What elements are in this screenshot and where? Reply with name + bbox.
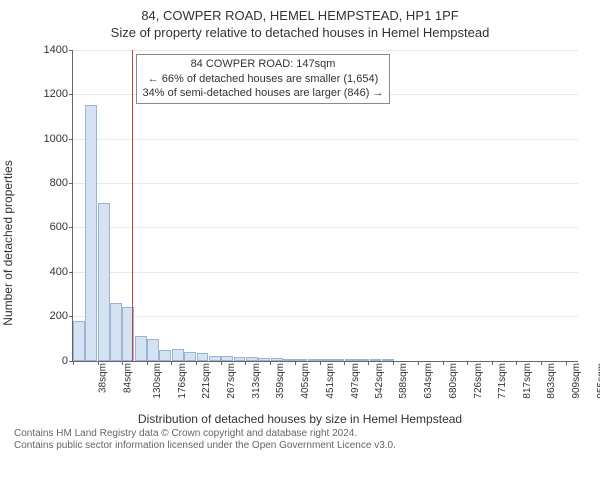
- x-tick-label: 313sqm: [251, 363, 262, 399]
- x-tick-label: 909sqm: [571, 363, 582, 399]
- histogram-bar: [382, 359, 394, 361]
- histogram-bar: [85, 105, 97, 360]
- histogram-bar: [234, 357, 246, 361]
- x-tick-label: 634sqm: [423, 363, 434, 399]
- x-tick-label: 588sqm: [399, 363, 410, 399]
- x-tick-mark: [221, 361, 222, 365]
- x-tick-mark: [418, 361, 419, 365]
- histogram-bar: [332, 359, 344, 361]
- x-tick-label: 955sqm: [596, 363, 600, 399]
- histogram-bar: [308, 359, 320, 361]
- x-tick-mark: [147, 361, 148, 365]
- x-tick-mark: [541, 361, 542, 365]
- x-tick-mark: [320, 361, 321, 365]
- histogram-bar: [197, 353, 209, 361]
- x-axis-label: Distribution of detached houses by size …: [138, 412, 462, 426]
- y-tick-label: 800: [50, 177, 73, 189]
- gridline: [73, 272, 578, 273]
- x-tick-mark: [122, 361, 123, 365]
- x-tick-mark: [368, 361, 369, 365]
- x-tick-label: 680sqm: [448, 363, 459, 399]
- histogram-bar: [271, 358, 283, 361]
- histogram-bar: [110, 303, 122, 361]
- x-tick-label: 726sqm: [473, 363, 484, 399]
- marker-line: [132, 50, 133, 361]
- x-tick-mark: [98, 361, 99, 365]
- histogram-bar: [357, 359, 369, 361]
- gridline: [73, 139, 578, 140]
- histogram-bar: [283, 359, 295, 361]
- x-tick-label: 38sqm: [98, 363, 109, 393]
- annotation-line1: 84 COWPER ROAD: 147sqm: [143, 57, 384, 72]
- x-tick-mark: [516, 361, 517, 365]
- histogram-bar: [184, 352, 196, 361]
- y-tick-label: 1000: [44, 133, 73, 145]
- footer-line2: Contains public sector information licen…: [14, 440, 586, 453]
- histogram-bar: [172, 349, 184, 361]
- x-tick-label: 497sqm: [350, 363, 361, 399]
- x-tick-mark: [443, 361, 444, 365]
- x-tick-label: 176sqm: [177, 363, 188, 399]
- histogram-bar: [246, 357, 258, 360]
- x-tick-label: 221sqm: [201, 363, 212, 399]
- gridline: [73, 183, 578, 184]
- footer: Contains HM Land Registry data © Crown c…: [14, 428, 586, 453]
- chart-title-line2: Size of property relative to detached ho…: [14, 25, 586, 42]
- annotation-line2: ← 66% of detached houses are smaller (1,…: [143, 72, 384, 87]
- x-tick-label: 817sqm: [522, 363, 533, 399]
- histogram-bar: [370, 359, 382, 361]
- x-tick-label: 451sqm: [325, 363, 336, 399]
- x-tick-label: 405sqm: [300, 363, 311, 399]
- gridline: [73, 316, 578, 317]
- chart-area: Number of detached properties 0200400600…: [14, 46, 586, 426]
- x-tick-mark: [467, 361, 468, 365]
- x-tick-mark: [492, 361, 493, 365]
- x-tick-mark: [171, 361, 172, 365]
- histogram-bar: [320, 359, 332, 361]
- histogram-bar: [159, 350, 171, 361]
- x-tick-mark: [270, 361, 271, 365]
- plot-area: 020040060080010001200140038sqm84sqm130sq…: [72, 50, 578, 362]
- gridline: [73, 227, 578, 228]
- gridline: [73, 50, 578, 51]
- y-tick-label: 400: [50, 266, 73, 278]
- histogram-bar: [135, 336, 147, 360]
- x-tick-mark: [295, 361, 296, 365]
- y-tick-label: 1400: [44, 44, 73, 56]
- histogram-bar: [221, 356, 233, 360]
- histogram-bar: [147, 339, 159, 361]
- x-tick-label: 130sqm: [153, 363, 164, 399]
- annotation-line3: 34% of semi-detached houses are larger (…: [143, 86, 384, 101]
- x-tick-label: 863sqm: [546, 363, 557, 399]
- histogram-bar: [345, 359, 357, 361]
- annotation-box: 84 COWPER ROAD: 147sqm ← 66% of detached…: [136, 54, 391, 105]
- x-tick-label: 542sqm: [374, 363, 385, 399]
- y-tick-label: 200: [50, 310, 73, 322]
- histogram-bar: [295, 359, 307, 361]
- histogram-bar: [258, 358, 270, 361]
- y-axis-label: Number of detached properties: [1, 160, 15, 325]
- histogram-bar: [209, 356, 221, 361]
- x-tick-label: 359sqm: [276, 363, 287, 399]
- x-tick-mark: [245, 361, 246, 365]
- x-tick-mark: [344, 361, 345, 365]
- footer-line1: Contains HM Land Registry data © Crown c…: [14, 428, 586, 441]
- x-tick-label: 267sqm: [226, 363, 237, 399]
- x-tick-mark: [73, 361, 74, 365]
- x-tick-mark: [196, 361, 197, 365]
- x-tick-mark: [566, 361, 567, 365]
- histogram-bar: [73, 321, 85, 361]
- x-tick-label: 771sqm: [497, 363, 508, 399]
- x-tick-label: 84sqm: [122, 363, 133, 393]
- chart-container: 84, COWPER ROAD, HEMEL HEMPSTEAD, HP1 1P…: [0, 0, 600, 500]
- x-tick-mark: [393, 361, 394, 365]
- histogram-bar: [98, 203, 110, 361]
- y-tick-label: 0: [62, 355, 73, 367]
- chart-title-line1: 84, COWPER ROAD, HEMEL HEMPSTEAD, HP1 1P…: [14, 8, 586, 25]
- y-tick-label: 1200: [44, 88, 73, 100]
- y-tick-label: 600: [50, 221, 73, 233]
